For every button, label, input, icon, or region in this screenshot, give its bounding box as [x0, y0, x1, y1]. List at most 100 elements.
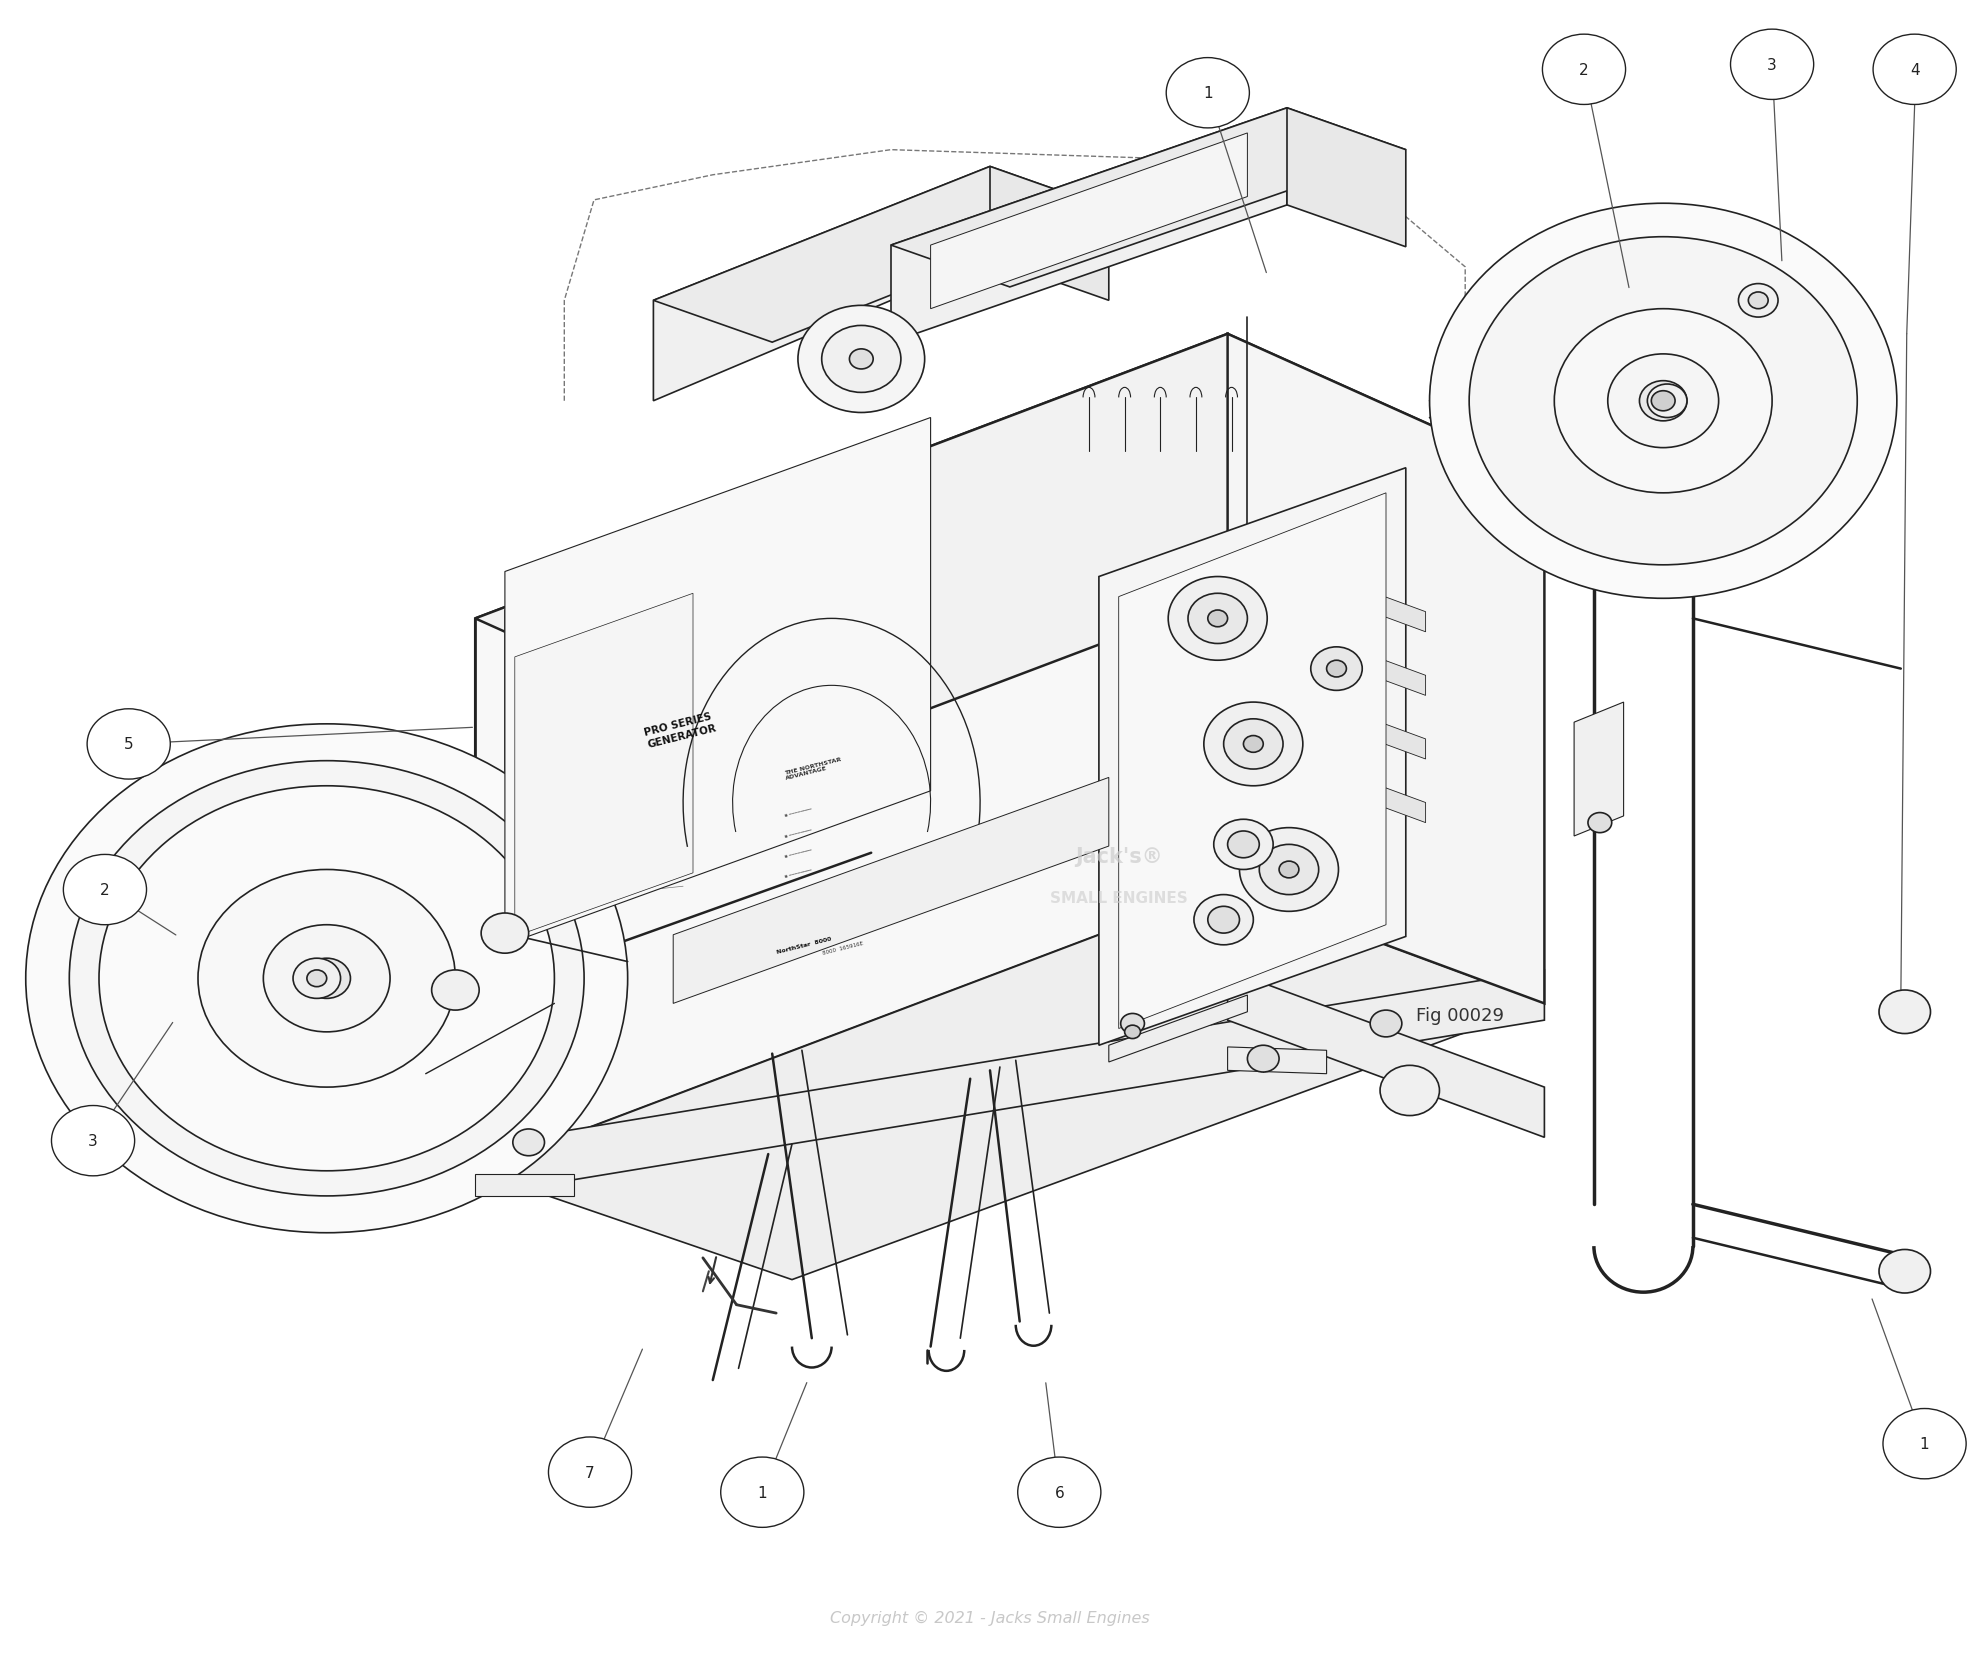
Circle shape [1879, 990, 1930, 1034]
Circle shape [1731, 30, 1814, 100]
Text: 4: 4 [1911, 64, 1919, 77]
Circle shape [822, 326, 901, 393]
Text: 1: 1 [1204, 87, 1212, 100]
Text: ▪ ────────: ▪ ──────── [784, 847, 812, 858]
Circle shape [63, 855, 147, 925]
Circle shape [1651, 391, 1675, 412]
Polygon shape [1228, 335, 1544, 1004]
Text: 3: 3 [89, 1134, 97, 1148]
Circle shape [1873, 35, 1956, 105]
Circle shape [1208, 907, 1239, 934]
Polygon shape [475, 887, 1544, 1280]
Polygon shape [1228, 970, 1544, 1138]
Polygon shape [891, 109, 1406, 288]
Polygon shape [1099, 468, 1406, 1046]
Circle shape [1228, 831, 1259, 858]
Circle shape [1883, 1409, 1966, 1479]
Circle shape [87, 709, 170, 780]
Circle shape [548, 1437, 632, 1507]
Polygon shape [1574, 703, 1624, 836]
Polygon shape [990, 167, 1109, 301]
Text: 7: 7 [586, 1466, 594, 1479]
Circle shape [1370, 1010, 1402, 1037]
Text: ▪ ────────: ▪ ──────── [784, 867, 812, 878]
Text: 2: 2 [101, 883, 109, 897]
Circle shape [1430, 204, 1897, 599]
Polygon shape [475, 335, 1544, 761]
Text: NOR: NOR [822, 883, 843, 897]
Circle shape [263, 925, 390, 1032]
Circle shape [798, 306, 925, 413]
Circle shape [1166, 59, 1249, 129]
Text: PRO SERIES
GENERATOR: PRO SERIES GENERATOR [644, 711, 717, 750]
Polygon shape [653, 167, 990, 402]
Text: SMALL ENGINES: SMALL ENGINES [1049, 892, 1188, 905]
Circle shape [1168, 577, 1267, 661]
Polygon shape [1257, 550, 1426, 632]
Text: 5: 5 [125, 738, 133, 751]
Circle shape [1279, 862, 1299, 878]
Circle shape [1380, 1066, 1439, 1116]
Text: THE NORTHSTAR
ADVANTAGE: THE NORTHSTAR ADVANTAGE [784, 756, 843, 781]
Circle shape [1469, 238, 1857, 565]
Circle shape [1259, 845, 1319, 895]
Circle shape [849, 350, 873, 370]
Text: Copyright © 2021 - Jacks Small Engines: Copyright © 2021 - Jacks Small Engines [830, 1611, 1150, 1624]
Text: Fig 00029: Fig 00029 [1416, 1007, 1503, 1024]
Polygon shape [1287, 109, 1406, 248]
Text: ▪ ────────: ▪ ──────── [784, 826, 812, 838]
Polygon shape [1257, 678, 1426, 760]
Circle shape [1018, 1457, 1101, 1527]
Polygon shape [1257, 741, 1426, 823]
Circle shape [432, 970, 479, 1010]
Text: 6: 6 [1055, 1486, 1063, 1499]
Circle shape [1194, 895, 1253, 945]
Text: Jack's®: Jack's® [1075, 847, 1162, 867]
Circle shape [1588, 813, 1612, 833]
Polygon shape [505, 418, 931, 945]
Circle shape [1748, 293, 1768, 310]
Text: 8000  165916E: 8000 165916E [822, 940, 863, 955]
Circle shape [198, 870, 455, 1087]
Polygon shape [1119, 494, 1386, 1029]
Circle shape [307, 970, 327, 987]
Circle shape [1879, 1250, 1930, 1293]
Circle shape [1293, 632, 1380, 706]
Circle shape [1311, 647, 1362, 691]
Circle shape [1542, 35, 1626, 105]
Circle shape [99, 786, 554, 1171]
Circle shape [481, 913, 529, 954]
Polygon shape [475, 970, 1544, 1196]
Circle shape [1125, 1026, 1140, 1039]
Polygon shape [475, 335, 1228, 1171]
Circle shape [1224, 719, 1283, 770]
Polygon shape [1228, 1047, 1327, 1074]
Polygon shape [1109, 995, 1247, 1062]
Circle shape [293, 959, 341, 999]
Polygon shape [475, 1174, 574, 1196]
Polygon shape [673, 778, 1109, 1004]
Circle shape [1327, 661, 1346, 678]
Circle shape [69, 761, 584, 1196]
Circle shape [1639, 381, 1687, 422]
Text: NorthStar  8000: NorthStar 8000 [776, 935, 832, 955]
Circle shape [51, 1106, 135, 1176]
Text: 3: 3 [1768, 59, 1776, 72]
Polygon shape [931, 134, 1247, 310]
Text: 1: 1 [758, 1486, 766, 1499]
Circle shape [1188, 594, 1247, 644]
Polygon shape [653, 167, 1109, 343]
Circle shape [1554, 310, 1772, 494]
Circle shape [513, 1129, 545, 1156]
Polygon shape [515, 594, 693, 937]
Circle shape [303, 959, 350, 999]
Circle shape [1243, 736, 1263, 753]
Circle shape [1204, 703, 1303, 786]
Text: 1: 1 [1921, 1437, 1929, 1450]
Polygon shape [891, 109, 1287, 343]
Text: ▪ ────────: ▪ ──────── [784, 806, 812, 818]
Circle shape [1214, 820, 1273, 870]
Circle shape [1647, 385, 1687, 418]
Circle shape [1247, 1046, 1279, 1072]
Circle shape [1208, 611, 1228, 627]
